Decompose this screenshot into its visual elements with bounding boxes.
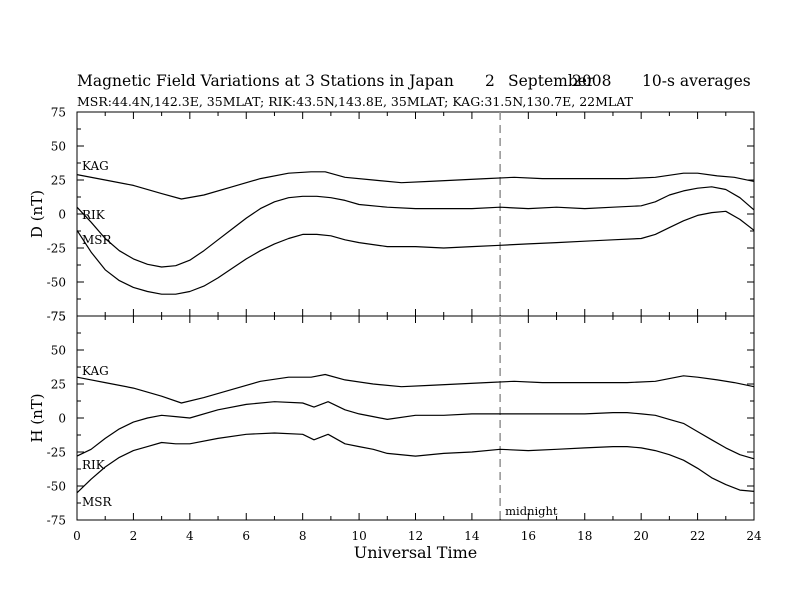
y-tick-label: -50 [47, 480, 66, 494]
x-axis-label: Universal Time [354, 543, 477, 562]
y-axis-label: H (nT) [28, 393, 46, 442]
y-axis-label: D (nT) [28, 190, 46, 238]
series-label-kag: KAG [82, 159, 109, 173]
x-tick-label: 12 [408, 529, 423, 543]
series-line-kag [76, 373, 755, 404]
y-tick-label: -75 [47, 310, 66, 324]
title-month: September [508, 72, 595, 90]
y-tick-label: -25 [47, 446, 66, 460]
x-tick-label: 0 [73, 529, 81, 543]
x-tick-label: 4 [186, 529, 194, 543]
series-label-msr: MSR [82, 233, 113, 247]
series-line-rik [76, 186, 755, 268]
series-line-msr [76, 210, 755, 295]
series-label-rik: RIK [82, 458, 106, 472]
x-tick-label: 10 [351, 529, 366, 543]
x-tick-label: 8 [299, 529, 307, 543]
x-tick-label: 18 [577, 529, 592, 543]
y-tick-label: -25 [47, 242, 66, 256]
y-tick-label: 50 [51, 344, 66, 358]
y-tick-label: 0 [58, 208, 66, 222]
y-tick-label: -50 [47, 276, 66, 290]
x-tick-label: 24 [746, 529, 762, 543]
panel-frame-1 [76, 315, 755, 521]
title-averaging: 10-s averages [642, 72, 751, 90]
y-tick-label: -75 [47, 514, 66, 528]
title-day: 2 [485, 72, 495, 90]
midnight-label: midnight [505, 504, 558, 518]
y-tick-label: 25 [51, 174, 66, 188]
title-year: 2008 [572, 72, 612, 90]
series-line-msr [76, 432, 755, 494]
y-tick-label: 75 [51, 106, 66, 120]
series-label-msr: MSR [82, 495, 113, 509]
y-tick-label: 25 [51, 378, 66, 392]
x-tick-label: 6 [242, 529, 250, 543]
x-tick-label: 16 [521, 529, 536, 543]
title-main: Magnetic Field Variations at 3 Stations … [77, 72, 454, 90]
series-label-kag: KAG [82, 364, 109, 378]
x-tick-label: 14 [464, 529, 480, 543]
series-line-kag [76, 171, 755, 200]
y-tick-label: 0 [58, 412, 66, 426]
x-tick-label: 22 [690, 529, 705, 543]
y-tick-label: 50 [51, 140, 66, 154]
y-tick-label: 75 [51, 310, 66, 324]
series-line-rik [76, 401, 755, 460]
x-tick-label: 2 [130, 529, 138, 543]
chart-subtitle: MSR:44.4N,142.3E, 35MLAT; RIK:43.5N,143.… [77, 94, 633, 109]
panel-frame-0 [76, 111, 755, 317]
x-tick-label: 20 [634, 529, 649, 543]
series-label-rik: RIK [82, 208, 106, 222]
